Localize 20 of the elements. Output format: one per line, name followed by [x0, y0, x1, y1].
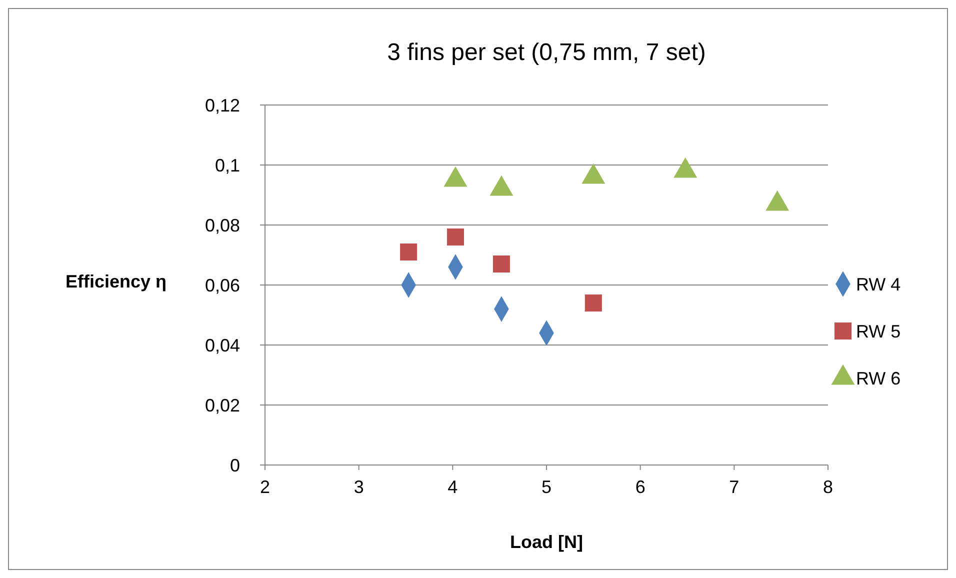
x-tick-label: 3: [354, 477, 364, 497]
chart-title: 3 fins per set (0,75 mm, 7 set): [387, 39, 706, 66]
x-tick-label: 7: [729, 477, 740, 497]
legend-label: RW 6: [856, 368, 901, 388]
y-tick-label: 0,1: [214, 155, 240, 176]
x-tick-label: 8: [822, 477, 834, 497]
x-axis-title: Load [N]: [510, 532, 583, 552]
x-tick-label: 2: [260, 477, 270, 497]
y-axis-title: Efficiency η: [65, 271, 167, 292]
legend-label: RW 5: [856, 321, 901, 342]
x-tick-label: 5: [541, 477, 552, 497]
y-tick-label: 0,08: [204, 215, 240, 236]
y-tick-label: 0: [230, 455, 240, 476]
y-tick-label: 0,02: [204, 395, 240, 416]
y-tick-label: 0,12: [204, 95, 240, 116]
y-tick-label: 0,06: [204, 275, 240, 296]
y-tick-label: 0,04: [204, 335, 240, 356]
legend-label: RW 4: [856, 274, 901, 294]
x-tick-label: 6: [635, 477, 646, 497]
x-tick-label: 4: [448, 477, 458, 497]
